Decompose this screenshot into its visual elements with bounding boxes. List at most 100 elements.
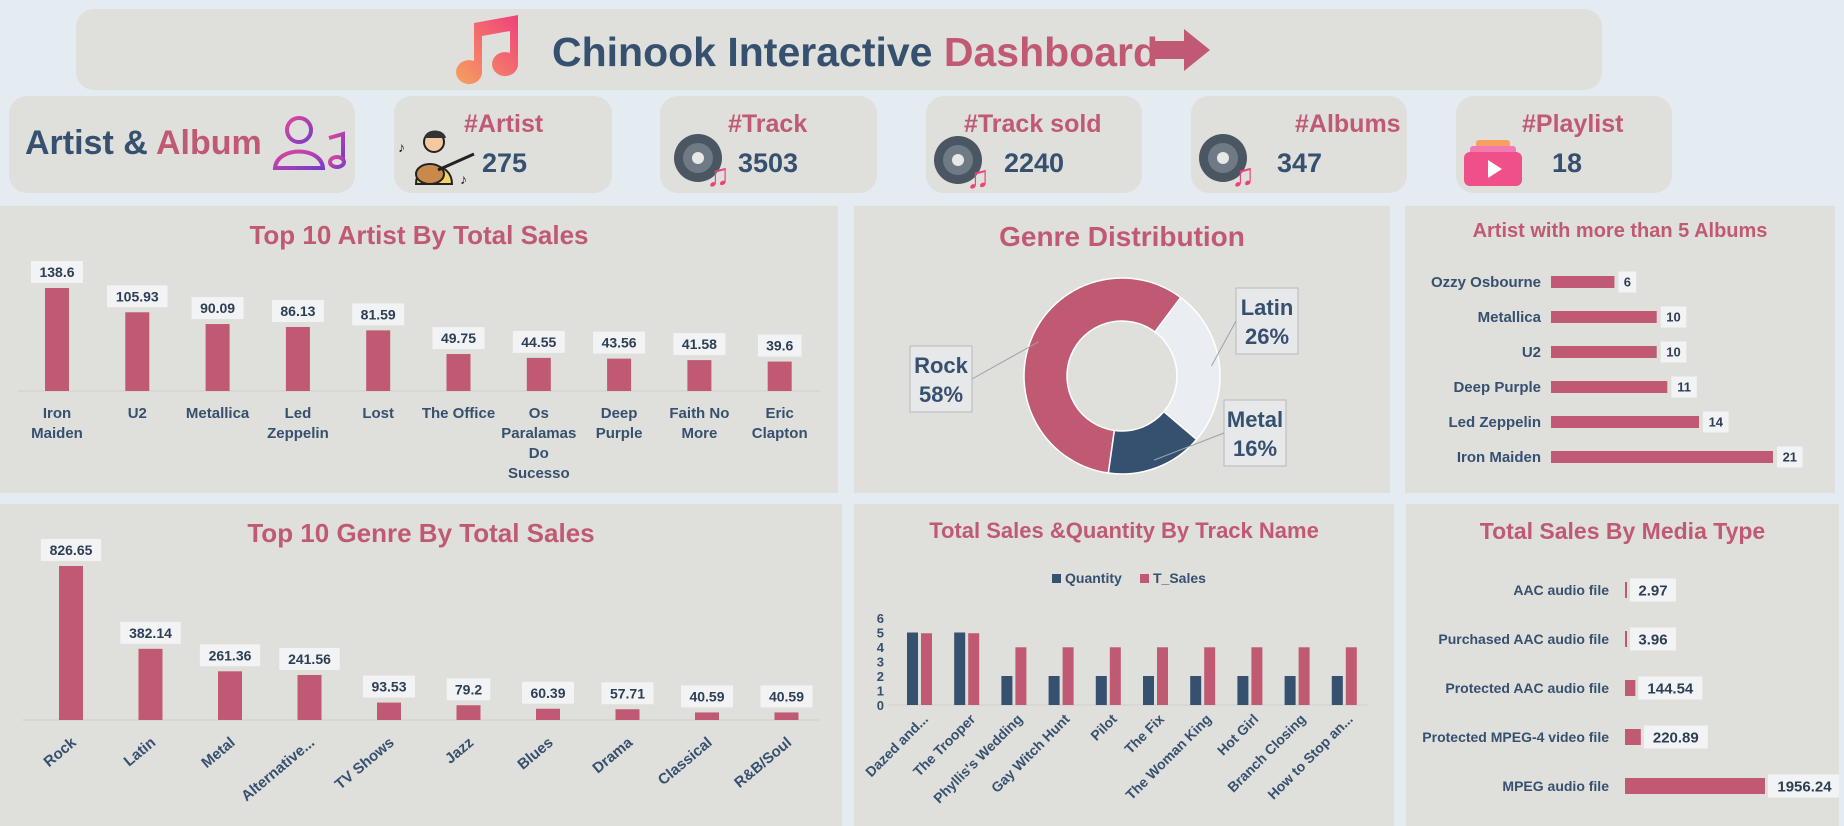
bar xyxy=(1551,276,1615,288)
data-label: 49.75 xyxy=(441,330,476,346)
bar xyxy=(1298,647,1310,705)
data-label: 241.56 xyxy=(288,651,331,667)
section-part2: Album xyxy=(155,124,262,162)
bar xyxy=(366,330,391,391)
section-title: Artist & Album xyxy=(25,124,262,163)
category-label: Faith No More xyxy=(669,405,729,442)
data-label-box xyxy=(191,297,244,320)
svg-text:♫: ♫ xyxy=(706,157,730,188)
data-label-box xyxy=(1630,627,1676,651)
data-label-box xyxy=(363,675,415,698)
category-label: Phyllis's Wedding xyxy=(930,711,1025,806)
legend-label: T_Sales xyxy=(1153,570,1206,586)
music-note-icon xyxy=(456,15,519,85)
category-label: TV Shows xyxy=(332,734,398,793)
y-tick-label: 0 xyxy=(877,698,884,713)
category-label: The Fix xyxy=(1121,711,1167,757)
category-label: Jazz xyxy=(442,734,477,767)
data-label: 39.6 xyxy=(766,338,793,354)
leader-line xyxy=(1211,320,1237,367)
category-label: AAC audio file xyxy=(1513,582,1609,598)
data-label: 57.71 xyxy=(610,685,645,701)
bar xyxy=(1551,311,1657,323)
genre-distribution-panel: Genre Distribution Rock 58% Latin 26% Metal 1… xyxy=(854,206,1390,493)
data-label-box xyxy=(1660,341,1687,363)
section-part1: Artist & xyxy=(25,124,148,162)
data-label: 14 xyxy=(1709,415,1724,430)
category-label: Os Paralamas Do Sucesso xyxy=(501,405,576,482)
bar xyxy=(1001,676,1013,705)
arrow-right-icon[interactable] xyxy=(1150,27,1214,73)
playlist-icon xyxy=(1464,140,1522,186)
top-artists-panel: Top 10 Artist By Total Sales 138.6 Iron Ma… xyxy=(0,206,838,493)
kpi-label: #Track xyxy=(728,110,808,138)
kpi-value: 3503 xyxy=(738,148,799,178)
category-label: Protected AAC audio file xyxy=(1445,680,1609,696)
pie-label-box xyxy=(1235,287,1299,355)
bar xyxy=(687,360,712,391)
kpi-label: #Track sold xyxy=(964,110,1102,138)
dashboard-title: Chinook Interactive Dashboard xyxy=(552,29,1158,76)
data-label: 41.58 xyxy=(682,336,717,352)
bar xyxy=(1143,676,1154,705)
pie-slice xyxy=(1023,277,1182,474)
bar xyxy=(695,712,719,720)
data-label: 10 xyxy=(1666,310,1680,325)
data-label-box xyxy=(432,327,485,350)
music-disc-icon: ♫ xyxy=(934,136,990,190)
category-label: Deep Purple xyxy=(1453,379,1541,396)
pie-slice xyxy=(1107,410,1198,475)
genre-pie-chart: Rock 58% Latin 26% Metal 16% xyxy=(909,277,1299,475)
data-label: 105.93 xyxy=(116,288,159,304)
category-label: The Office xyxy=(422,405,495,422)
kpi-label: #Albums xyxy=(1295,110,1401,138)
data-label-box xyxy=(120,621,181,644)
data-label-box xyxy=(1703,411,1729,433)
bar xyxy=(1551,416,1699,428)
slice-name: Rock xyxy=(914,353,969,378)
slice-value: 58% xyxy=(919,382,963,407)
category-label: Metallica xyxy=(186,405,250,422)
legend-swatch xyxy=(1140,574,1149,583)
bar xyxy=(59,566,83,720)
data-label-box xyxy=(593,331,646,354)
category-label: Metal xyxy=(198,734,238,772)
chart-title: Total Sales &Quantity By Track Name xyxy=(929,518,1319,543)
bar xyxy=(1109,647,1121,705)
bar xyxy=(1551,346,1657,358)
bar xyxy=(377,702,401,720)
category-label: Drama xyxy=(589,734,636,777)
kpi-value: 347 xyxy=(1277,148,1323,178)
kpi-albums-card: ♫ #Albums 347 xyxy=(1191,96,1407,193)
data-label: 220.89 xyxy=(1653,729,1699,746)
top-genres-panel: Top 10 Genre By Total Sales 826.65 Rock 38… xyxy=(0,504,842,826)
data-label: 44.55 xyxy=(521,334,556,350)
data-label: 11 xyxy=(1677,380,1691,395)
bar xyxy=(907,632,918,705)
category-label: Classical xyxy=(655,734,716,789)
data-label: 40.59 xyxy=(769,688,804,704)
data-label: 81.59 xyxy=(361,306,396,322)
category-label: Protected MPEG-4 video file xyxy=(1422,729,1609,745)
bar xyxy=(1095,676,1107,705)
data-label-box xyxy=(1643,725,1708,749)
category-label: U2 xyxy=(128,405,147,422)
pie-label-box xyxy=(1223,399,1287,467)
bar xyxy=(1625,778,1765,794)
bar xyxy=(1204,647,1216,705)
bar xyxy=(1251,647,1263,705)
bar xyxy=(526,357,551,391)
top-artists-chart: 138.6 Iron Maiden 105.93 U2 90.09 Metallica 86.… xyxy=(18,261,820,482)
bar xyxy=(45,288,69,391)
data-label-box xyxy=(446,678,491,701)
data-label-box xyxy=(31,261,83,283)
bar xyxy=(954,632,966,705)
y-tick-label: 5 xyxy=(877,626,884,641)
y-tick-label: 1 xyxy=(877,684,884,699)
bar xyxy=(138,648,163,720)
data-label: 3.96 xyxy=(1638,631,1667,648)
leader-line xyxy=(1153,432,1225,461)
category-label: Deep Purple xyxy=(596,405,643,442)
kpi-value: 18 xyxy=(1552,148,1583,178)
artist-album-icon xyxy=(272,116,346,170)
